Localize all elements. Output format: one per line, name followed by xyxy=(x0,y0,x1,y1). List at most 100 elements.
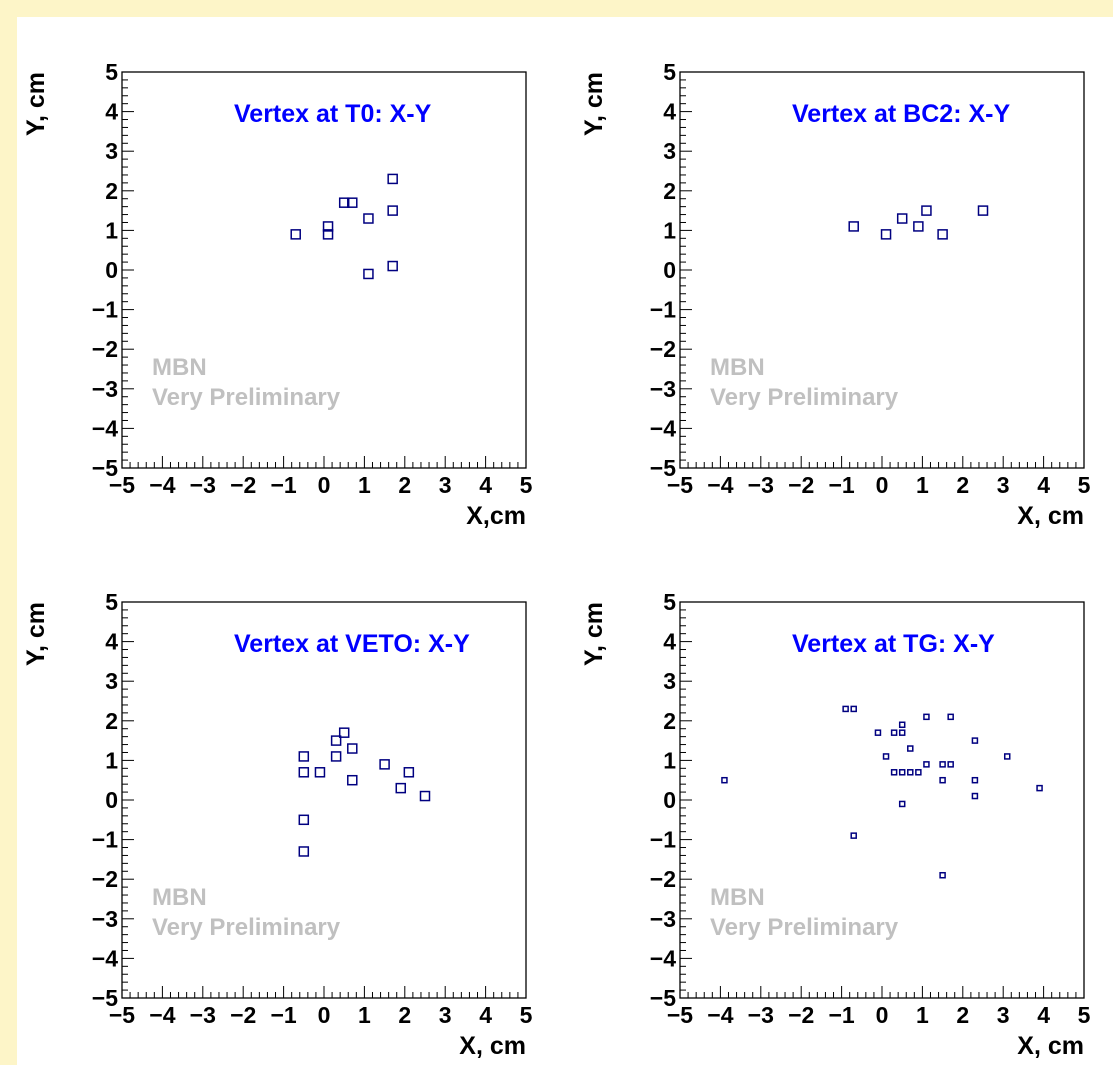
data-point xyxy=(1003,753,1011,760)
y-tick-label: 4 xyxy=(105,629,118,655)
x-axis-title: X,cm xyxy=(466,502,526,530)
x-tick-label: 3 xyxy=(439,472,452,498)
data-point xyxy=(971,737,979,744)
data-point xyxy=(921,205,932,216)
data-point xyxy=(971,776,979,784)
data-point xyxy=(347,774,358,786)
y-tick-label: −3 xyxy=(650,376,676,402)
y-tick-label: 5 xyxy=(105,59,118,85)
marker-group xyxy=(721,705,1043,879)
x-tick-label: 0 xyxy=(876,472,889,498)
watermark-line: MBN xyxy=(152,884,207,911)
x-tick-label: −1 xyxy=(828,472,854,498)
y-axis-title: Y, cm xyxy=(580,602,608,666)
x-tick-label: −5 xyxy=(109,1002,135,1028)
x-tick-label: 1 xyxy=(358,472,371,498)
x-tick-label: −3 xyxy=(190,1002,216,1028)
x-tick-label: 4 xyxy=(1037,1002,1050,1028)
y-tick-label: −5 xyxy=(650,455,676,481)
data-point xyxy=(298,767,310,778)
data-point xyxy=(882,753,890,760)
x-tick-label: 5 xyxy=(1078,1002,1091,1028)
data-point xyxy=(395,782,407,794)
data-point xyxy=(387,173,398,185)
y-tick-label: −5 xyxy=(92,985,118,1011)
y-tick-label: 3 xyxy=(663,138,676,164)
x-tick-label: 2 xyxy=(398,1002,411,1028)
data-point xyxy=(890,729,898,736)
data-point xyxy=(379,759,390,770)
y-tick-label: −1 xyxy=(650,827,676,853)
x-tick-label: −4 xyxy=(149,1002,175,1028)
data-point xyxy=(898,729,906,736)
data-point xyxy=(387,260,398,272)
y-tick-label: 0 xyxy=(105,257,118,283)
chart-title: Vertex at BC2: X-Y xyxy=(792,100,1010,128)
y-tick-label: 4 xyxy=(663,629,676,655)
x-tick-label: 1 xyxy=(358,1002,371,1028)
x-tick-label: −5 xyxy=(667,472,693,498)
data-point xyxy=(842,705,849,713)
data-point xyxy=(907,745,914,752)
y-tick-label: 4 xyxy=(663,99,676,125)
y-tick-label: 1 xyxy=(105,747,118,773)
x-tick-label: 2 xyxy=(956,472,969,498)
x-tick-label: 2 xyxy=(398,472,411,498)
y-tick-label: −2 xyxy=(650,336,676,362)
x-tick-label: −3 xyxy=(190,472,216,498)
y-tick-label: 4 xyxy=(105,99,118,125)
data-point xyxy=(322,229,334,240)
x-tick-label: 5 xyxy=(1078,472,1091,498)
y-tick-label: −4 xyxy=(650,945,676,971)
x-tick-label: 3 xyxy=(439,1002,452,1028)
y-tick-label: −1 xyxy=(650,297,676,323)
y-tick-label: 1 xyxy=(663,217,676,243)
data-point xyxy=(403,767,415,778)
data-point xyxy=(947,713,954,721)
data-point xyxy=(347,197,358,208)
y-tick-label: −2 xyxy=(650,866,676,892)
x-axis-title: X, cm xyxy=(1017,502,1084,530)
y-tick-label: 2 xyxy=(663,708,676,734)
canvas-frame xyxy=(17,17,1113,1065)
y-tick-label: 3 xyxy=(663,668,676,694)
y-tick-label: 3 xyxy=(105,138,118,164)
data-point xyxy=(898,721,906,729)
data-point xyxy=(363,213,374,224)
data-point xyxy=(338,727,350,738)
data-point xyxy=(848,221,859,232)
data-point xyxy=(977,205,989,216)
data-point xyxy=(896,213,908,224)
x-tick-label: 0 xyxy=(318,1002,331,1028)
data-point xyxy=(915,769,922,776)
data-point xyxy=(890,769,898,776)
y-tick-label: −2 xyxy=(92,866,118,892)
x-tick-label: −4 xyxy=(149,472,175,498)
x-tick-label: −1 xyxy=(270,1002,296,1028)
data-point xyxy=(338,197,350,208)
y-tick-label: 1 xyxy=(105,217,118,243)
x-tick-label: −1 xyxy=(270,472,296,498)
y-tick-label: −4 xyxy=(650,415,676,441)
data-point xyxy=(898,800,906,808)
y-tick-label: −3 xyxy=(92,906,118,932)
x-tick-label: −5 xyxy=(109,472,135,498)
x-tick-label: −2 xyxy=(788,472,814,498)
data-point xyxy=(923,761,930,768)
data-point xyxy=(898,769,906,776)
data-point xyxy=(298,751,310,762)
x-tick-label: −4 xyxy=(707,1002,733,1028)
data-point xyxy=(850,705,857,713)
watermark-line: MBN xyxy=(710,354,765,381)
x-tick-label: −2 xyxy=(788,1002,814,1028)
x-tick-label: −3 xyxy=(748,472,774,498)
x-tick-label: −2 xyxy=(230,1002,256,1028)
x-tick-label: −3 xyxy=(748,1002,774,1028)
scatter-panel-3: −5 −4 −3 −2 −1 0 1 2 3 4 5 −5 −4 −3 −2 −1 0 1 2 3 4 5 X, cm Y, … xyxy=(22,589,533,1060)
data-point xyxy=(923,713,930,721)
data-point xyxy=(913,221,924,232)
data-point xyxy=(939,761,946,768)
data-point xyxy=(419,790,431,802)
x-tick-label: −2 xyxy=(230,472,256,498)
